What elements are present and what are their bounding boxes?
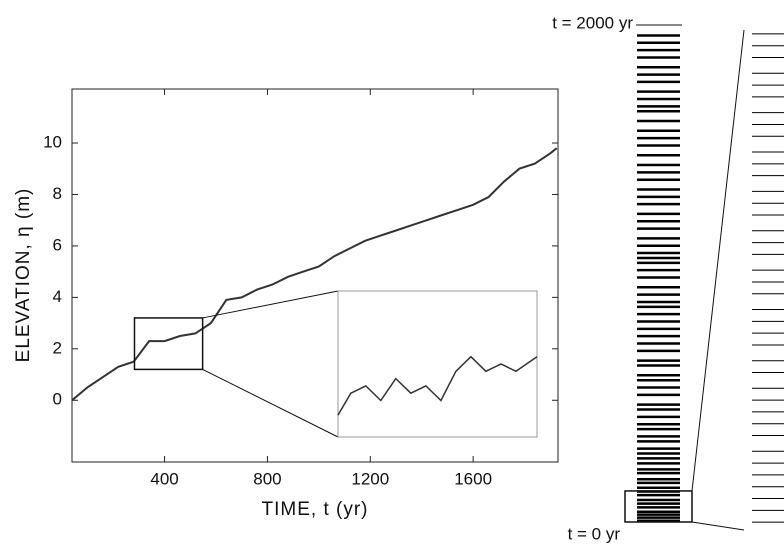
inset-line (337, 355, 538, 416)
y-tick-label: 10 (43, 133, 62, 152)
x-tick-label: 1200 (351, 469, 389, 488)
zoom-box (624, 490, 693, 523)
zoom-connector (202, 368, 339, 438)
top-label: t = 2000 yr (552, 13, 633, 32)
x-tick-label: 1600 (454, 469, 492, 488)
zoom-connector (691, 521, 745, 531)
y-tick-label: 2 (53, 338, 62, 357)
elevation-line (71, 147, 558, 402)
y-tick-label: 8 (53, 184, 62, 203)
y-axis-label: ELEVATION, η (m) (13, 188, 34, 363)
bottom-label: t = 0 yr (568, 524, 621, 543)
x-axis-label: TIME, t (yr) (262, 499, 369, 520)
y-tick-label: 0 (53, 390, 62, 409)
y-tick-label: 4 (53, 287, 62, 306)
zoom-box (133, 317, 204, 371)
x-tick-label: 800 (253, 469, 281, 488)
zoom-connector (202, 290, 339, 319)
x-tick-label: 400 (150, 469, 178, 488)
zoom-connector (691, 29, 745, 492)
y-tick-label: 6 (53, 235, 62, 254)
plot-frame (71, 88, 559, 463)
inset-frame (337, 290, 538, 438)
